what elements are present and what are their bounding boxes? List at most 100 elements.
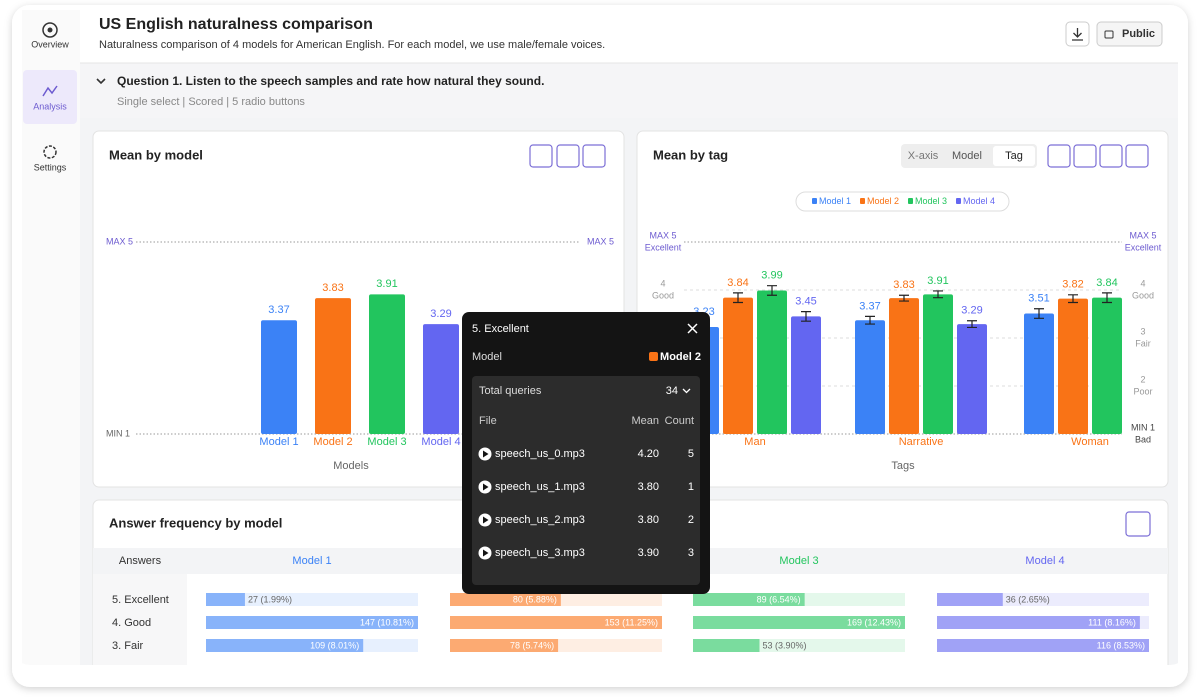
bar [937, 616, 1140, 629]
nav-item[interactable]: Settings [34, 162, 67, 172]
table-header-cell: Model 4 [1025, 555, 1064, 567]
mean-cell: 4.20 [638, 448, 659, 460]
file-name: speech_us_3.mp3 [495, 547, 585, 559]
tag-button[interactable] [1073, 144, 1097, 168]
error-bar [801, 311, 811, 322]
sort-button[interactable] [582, 144, 606, 168]
value-label: 53 (3.90%) [762, 640, 806, 650]
axis-label: Tags [891, 460, 915, 472]
table-header-cell: File [479, 415, 497, 427]
value-label: 3.91 [376, 278, 397, 290]
page-subtitle: Naturalness comparison of 4 models for A… [99, 39, 605, 51]
bar [206, 593, 245, 606]
bar [450, 639, 559, 652]
question-meta: Single select | Scored | 5 radio buttons [117, 96, 305, 108]
table-header-cell: Model 1 [292, 555, 331, 567]
filter-button[interactable] [1047, 144, 1071, 168]
y-tick-sub: Poor [1133, 386, 1152, 396]
nav-item[interactable]: Analysis [33, 101, 67, 111]
mean-cell: 3.80 [638, 514, 659, 526]
bar [1058, 298, 1088, 434]
value-label: 3.29 [961, 305, 982, 317]
file-name: speech_us_2.mp3 [495, 514, 585, 526]
value-label: 3.84 [727, 277, 748, 289]
x-tick-label: Model 3 [367, 436, 406, 448]
popup-label: Total queries [479, 385, 542, 397]
table-header-cell: Model 3 [779, 555, 818, 567]
sort-button[interactable] [1125, 144, 1149, 168]
legend-swatch [908, 198, 913, 204]
value-label: 3.45 [795, 296, 816, 308]
nav-item[interactable]: Overview [31, 39, 69, 49]
bar [889, 298, 919, 434]
play-icon [483, 483, 489, 491]
legend-label: Model 2 [867, 196, 899, 206]
bar [1024, 313, 1054, 434]
value-label: 89 (6.54%) [757, 594, 801, 604]
value-label: 3.37 [268, 304, 289, 316]
collapse-icon[interactable] [96, 78, 106, 85]
error-bar [767, 285, 777, 296]
popup-rows: speech_us_0.mp3 4.20 5 speech_us_1.mp3 3.80 1… [478, 447, 694, 560]
toggle-label: X-axis [908, 150, 939, 162]
view-button[interactable] [556, 144, 580, 168]
page-title: US English naturalness comparison [99, 16, 373, 33]
error-bar [865, 315, 875, 325]
value-label: 147 (10.81%) [360, 617, 414, 627]
bar [693, 616, 905, 629]
legend-swatch [812, 198, 817, 204]
bar [369, 294, 405, 434]
value-label: 169 (12.43%) [847, 617, 901, 627]
toggle-active[interactable] [993, 146, 1035, 166]
filter-button[interactable] [529, 144, 553, 168]
bar [206, 639, 364, 652]
error-bar [1102, 292, 1112, 304]
bar [261, 320, 297, 434]
toggle-option[interactable]: Tag [1005, 150, 1023, 162]
overview-icon [42, 22, 58, 38]
dropdown-icon[interactable] [682, 388, 691, 394]
mean-cell: 3.80 [638, 481, 659, 493]
file-name: speech_us_0.mp3 [495, 448, 585, 460]
public-button[interactable] [1096, 21, 1163, 47]
error-bar [933, 290, 943, 299]
bar [206, 616, 418, 629]
value-label: 3.51 [1028, 293, 1049, 305]
x-tick-label: Man [744, 436, 765, 448]
close-button[interactable] [687, 323, 698, 334]
y-tick-sub: Good [652, 290, 674, 300]
count-cell: 2 [688, 514, 694, 526]
value-label: 3.37 [859, 300, 880, 312]
value-label: 27 (1.99%) [248, 594, 292, 604]
bar [757, 290, 787, 434]
mean-cell: 3.90 [638, 547, 659, 559]
x-tick-label: Model 1 [259, 436, 298, 448]
x-tick-label: Narrative [899, 436, 944, 448]
bar [855, 320, 885, 434]
value-label: 3.99 [761, 270, 782, 282]
question-title: Question 1. Listen to the speech samples… [117, 74, 544, 88]
row-label: 3. Fair [112, 640, 144, 652]
nav-active[interactable] [23, 70, 77, 124]
y-tick-label: MIN 1 [1131, 422, 1155, 432]
value-label: 111 (8.16%) [1088, 617, 1136, 627]
bar [450, 593, 561, 606]
public-label[interactable]: Public [1122, 28, 1155, 40]
x-tick-label: Woman [1071, 436, 1109, 448]
row-label: 5. Excellent [112, 594, 169, 606]
filter-button[interactable] [1125, 511, 1151, 537]
overview-icon-dot [47, 27, 53, 33]
popup-label: Model [472, 351, 502, 363]
play-icon [483, 516, 489, 524]
value-label: 3.84 [1096, 277, 1117, 289]
x-tick-label: Model 4 [421, 436, 460, 448]
value-label: 153 (11.25%) [605, 617, 658, 627]
legend [795, 191, 1010, 212]
toggle-option[interactable]: Model [952, 150, 982, 162]
y-tick-sub: Fair [1135, 338, 1151, 348]
x-tick-label: Model 2 [313, 436, 352, 448]
value-label: 109 (8.01%) [310, 640, 359, 650]
view-button[interactable] [1099, 144, 1123, 168]
settings-icon [43, 145, 57, 159]
